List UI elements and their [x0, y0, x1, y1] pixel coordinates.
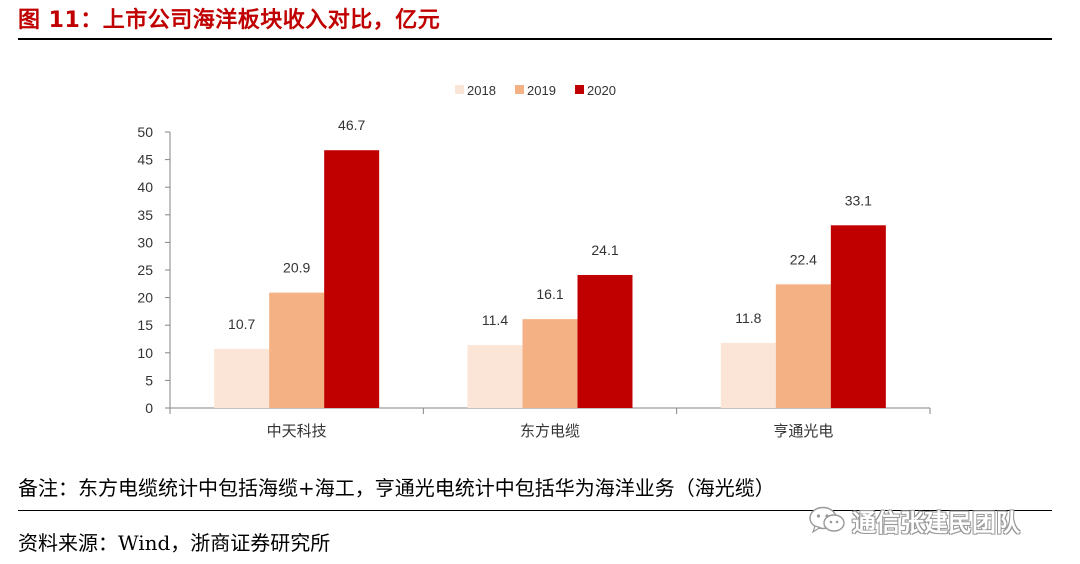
bar-2018 — [467, 345, 523, 408]
y-tick-label: 5 — [145, 372, 153, 388]
y-tick-label: 40 — [137, 179, 153, 195]
bar-2020 — [830, 225, 886, 408]
note-rule — [18, 510, 1052, 511]
watermark-text: 通信张建民团队 — [852, 508, 1020, 537]
data-label: 20.9 — [283, 260, 310, 276]
y-tick-label: 30 — [137, 234, 153, 250]
bar-2018 — [214, 348, 270, 408]
bar-2020 — [577, 274, 633, 408]
x-tick-label: 东方电缆 — [520, 423, 580, 440]
legend-swatch-2020 — [575, 85, 584, 94]
data-label: 11.4 — [482, 312, 508, 328]
wechat-icon — [809, 506, 845, 534]
legend-label-2018: 2018 — [467, 83, 496, 98]
source-line: 资料来源：Wind，浙商证券研究所 — [18, 531, 331, 555]
bar-2020 — [324, 150, 380, 408]
title-rule — [18, 38, 1052, 40]
y-tick-label: 25 — [137, 262, 153, 278]
legend-label-2019: 2019 — [527, 83, 556, 98]
legend-swatch-2018 — [455, 85, 464, 94]
bar-series: 10.7 20.9 46.7 11.4 16.1 24.1 11.8 22.4 33.1 — [214, 117, 886, 408]
bar-chart: 2018 2019 2020 0 5 10 15 20 25 30 35 40 45 50 中天科技 东方… — [137, 83, 931, 440]
y-tick-label: 15 — [137, 317, 153, 333]
bar-2019 — [269, 292, 325, 408]
y-axis: 0 5 10 15 20 25 30 35 40 45 50 — [137, 124, 171, 416]
data-label: 46.7 — [338, 117, 365, 133]
y-tick-label: 0 — [145, 400, 153, 416]
y-tick-label: 20 — [137, 290, 153, 306]
y-tick-label: 50 — [137, 124, 153, 140]
legend-label-2020: 2020 — [587, 83, 616, 98]
figure-title: 图 11：上市公司海洋板块收入对比，亿元 — [18, 8, 441, 33]
data-label: 24.1 — [591, 242, 618, 258]
data-label: 33.1 — [845, 192, 872, 208]
x-tick-label: 亨通光电 — [773, 423, 833, 440]
wechat-watermark: 通信张建民团队 — [808, 500, 1020, 540]
data-label: 22.4 — [790, 251, 817, 267]
chart-note: 备注：东方电缆统计中包括海缆+海工，亨通光电统计中包括华为海洋业务（海光缆） — [18, 476, 775, 500]
y-tick-label: 10 — [137, 345, 153, 361]
y-tick-label: 35 — [137, 207, 153, 223]
legend-swatch-2019 — [515, 85, 524, 94]
y-tick-label: 45 — [137, 152, 153, 168]
bar-2019 — [775, 284, 831, 408]
bar-2019 — [522, 319, 578, 408]
data-label: 11.8 — [735, 310, 761, 326]
x-axis: 中天科技 东方电缆 亨通光电 — [169, 407, 931, 440]
bar-2018 — [720, 342, 776, 408]
data-label: 10.7 — [228, 316, 255, 332]
chart-legend: 2018 2019 2020 — [455, 83, 616, 98]
x-tick-label: 中天科技 — [267, 423, 327, 440]
data-label: 16.1 — [536, 286, 563, 302]
